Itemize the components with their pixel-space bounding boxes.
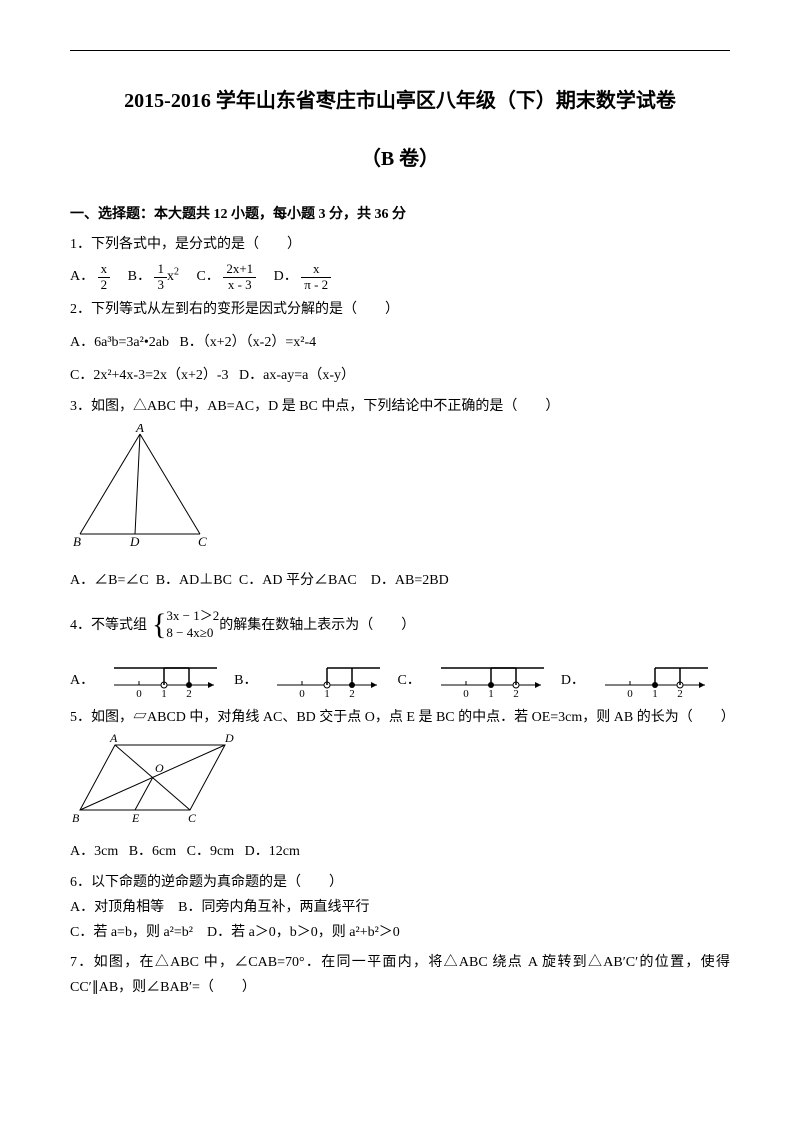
- q4-stem-prefix: 4．不等式组: [70, 613, 147, 638]
- q2-optB: B．（x+2）（x-2）=x²-4: [179, 335, 316, 350]
- svg-text:E: E: [131, 811, 140, 825]
- q6-optC: C．若 a=b，则 a²=b²: [70, 925, 193, 940]
- q2-optC: C．2x²+4x-3=2x（x+2）-3: [70, 368, 229, 383]
- svg-text:2: 2: [513, 688, 519, 700]
- q3-optB: B．AD⊥BC: [156, 573, 232, 588]
- section-1-header: 一、选择题：本大题共 12 小题，每小题 3 分，共 36 分: [70, 202, 730, 227]
- brace-icon: {: [152, 598, 166, 652]
- q5-optC: C．9cm: [187, 844, 234, 859]
- q5-optD: D．12cm: [245, 844, 300, 859]
- q2-stem: 2．下列等式从左到右的变形是因式分解的是（ ）: [70, 297, 730, 322]
- svg-text:1: 1: [325, 688, 331, 700]
- svg-text:2: 2: [677, 688, 683, 700]
- q6-stem: 6．以下命题的逆命题为真命题的是（ ）: [70, 870, 730, 895]
- exam-subtitle: （B 卷）: [70, 141, 730, 177]
- q4-numline-A: 0 1 2: [109, 660, 224, 700]
- svg-text:A: A: [109, 731, 118, 745]
- q6-optB: B．同旁内角互补，两直线平行: [178, 900, 369, 915]
- q4-optD-label: D．: [561, 668, 585, 693]
- svg-text:1: 1: [161, 688, 167, 700]
- q1-optC-label: C．: [196, 269, 219, 284]
- svg-text:0: 0: [463, 688, 469, 700]
- q6-optA: A．对顶角相等: [70, 900, 164, 915]
- q1-optB-sup: 2: [174, 267, 179, 278]
- svg-text:C: C: [188, 811, 197, 825]
- svg-text:B: B: [73, 534, 81, 549]
- q6-row1: A．对顶角相等 B．同旁内角互补，两直线平行: [70, 895, 730, 920]
- q2-row1: A．6a³b=3a²•2ab B．（x+2）（x-2）=x²-4: [70, 330, 730, 355]
- q4-numline-D: 0 1 2: [600, 660, 715, 700]
- svg-text:1: 1: [652, 688, 658, 700]
- q1-optB-suffix: x: [167, 269, 174, 284]
- q6-optD: D．若 a＞0，b＞0，则 a²+b²＞0: [207, 925, 400, 940]
- q3-optD: D．AB=2BD: [371, 573, 449, 588]
- q6-row2: C．若 a=b，则 a²=b² D．若 a＞0，b＞0，则 a²+b²＞0: [70, 920, 730, 945]
- svg-text:D: D: [129, 534, 140, 549]
- q4-numline-C: 0 1 2: [436, 660, 551, 700]
- q1-optA-frac: x 2: [98, 262, 111, 292]
- q2-optA: A．6a³b=3a²•2ab: [70, 335, 169, 350]
- svg-text:0: 0: [627, 688, 633, 700]
- q4-optC-label: C．: [397, 668, 420, 693]
- q4-optB-label: B．: [234, 668, 257, 693]
- svg-text:2: 2: [186, 688, 192, 700]
- q5-stem: 5．如图，▱ABCD 中，对角线 AC、BD 交于点 O，点 E 是 BC 的中…: [70, 705, 730, 730]
- svg-text:0: 0: [300, 688, 306, 700]
- q1-optA-label: A．: [70, 269, 94, 284]
- q4-numline-B: 0 1 2: [272, 660, 387, 700]
- q5-optB: B．6cm: [129, 844, 176, 859]
- q1-optB-frac: 1 3: [154, 262, 167, 292]
- q5-optA: A．3cm: [70, 844, 118, 859]
- q3-figure-triangle: A B C D: [70, 424, 220, 554]
- q3-optA: A．∠B=∠C: [70, 573, 149, 588]
- q2-optD: D．ax-ay=a（x-y）: [239, 368, 355, 383]
- q4-stem-suffix: 的解集在数轴上表示为（ ）: [219, 613, 415, 638]
- q1-optD-label: D．: [274, 269, 298, 284]
- q1-optC-frac: 2x+1 x - 3: [223, 262, 256, 292]
- q2-row2: C．2x²+4x-3=2x（x+2）-3 D．ax-ay=a（x-y）: [70, 363, 730, 388]
- question-5: 5．如图，▱ABCD 中，对角线 AC、BD 交于点 O，点 E 是 BC 的中…: [70, 705, 730, 865]
- q5-options: A．3cm B．6cm C．9cm D．12cm: [70, 839, 730, 864]
- header-divider: [70, 50, 730, 51]
- q1-optD-frac: x π - 2: [301, 262, 331, 292]
- question-1: 1．下列各式中，是分式的是（ ） A． x 2 B． 1 3 x2 C． 2x+…: [70, 232, 730, 292]
- svg-text:A: A: [135, 424, 144, 435]
- svg-text:D: D: [224, 731, 234, 745]
- q3-optC: C．AD 平分∠BAC: [239, 573, 357, 588]
- svg-text:B: B: [72, 811, 80, 825]
- q5-figure-parallelogram: A D B C E O: [70, 730, 240, 830]
- q4-options: A． 0 1 2 B． 0 1 2: [70, 660, 730, 700]
- exam-title: 2015-2016 学年山东省枣庄市山亭区八年级（下）期末数学试卷: [70, 81, 730, 121]
- svg-text:2: 2: [350, 688, 356, 700]
- q1-options: A． x 2 B． 1 3 x2 C． 2x+1 x - 3 D． x π - …: [70, 262, 730, 292]
- q4-optA-label: A．: [70, 668, 94, 693]
- question-3: 3．如图，△ABC 中，AB=AC，D 是 BC 中点，下列结论中不正确的是（ …: [70, 394, 730, 594]
- q3-stem: 3．如图，△ABC 中，AB=AC，D 是 BC 中点，下列结论中不正确的是（ …: [70, 394, 730, 419]
- q4-inequalities: 3x − 1＞2 8 − 4x≥0: [166, 608, 219, 642]
- q3-options: A．∠B=∠C B．AD⊥BC C．AD 平分∠BAC D．AB=2BD: [70, 568, 730, 593]
- q4-ineq2: 8 − 4x≥0: [166, 625, 213, 640]
- q7-stem: 7．如图，在△ABC 中，∠CAB=70°．在同一平面内，将△ABC 绕点 A …: [70, 950, 730, 1000]
- svg-text:1: 1: [488, 688, 494, 700]
- q1-optB-label: B．: [128, 269, 151, 284]
- q4-stem-row: 4．不等式组 { 3x − 1＞2 8 − 4x≥0 的解集在数轴上表示为（ ）: [70, 598, 730, 652]
- svg-text:C: C: [198, 534, 207, 549]
- svg-text:O: O: [155, 761, 164, 775]
- svg-text:0: 0: [136, 688, 142, 700]
- question-2: 2．下列等式从左到右的变形是因式分解的是（ ） A．6a³b=3a²•2ab B…: [70, 297, 730, 389]
- question-7: 7．如图，在△ABC 中，∠CAB=70°．在同一平面内，将△ABC 绕点 A …: [70, 950, 730, 1000]
- question-4: 4．不等式组 { 3x − 1＞2 8 − 4x≥0 的解集在数轴上表示为（ ）…: [70, 598, 730, 700]
- question-6: 6．以下命题的逆命题为真命题的是（ ） A．对顶角相等 B．同旁内角互补，两直线…: [70, 870, 730, 946]
- q4-ineq1: 3x − 1＞2: [166, 608, 219, 623]
- q1-stem: 1．下列各式中，是分式的是（ ）: [70, 232, 730, 257]
